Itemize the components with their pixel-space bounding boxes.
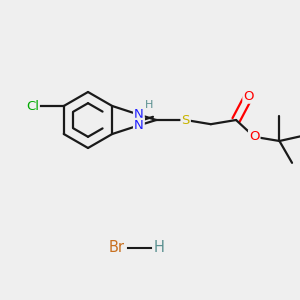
Text: O: O [249,130,260,143]
Text: H: H [145,100,153,110]
Text: N: N [134,119,144,132]
Text: S: S [182,113,190,127]
Text: N: N [134,108,144,121]
Text: Br: Br [109,241,125,256]
Text: H: H [154,241,165,256]
Text: Cl: Cl [26,100,39,112]
Text: O: O [243,90,254,103]
